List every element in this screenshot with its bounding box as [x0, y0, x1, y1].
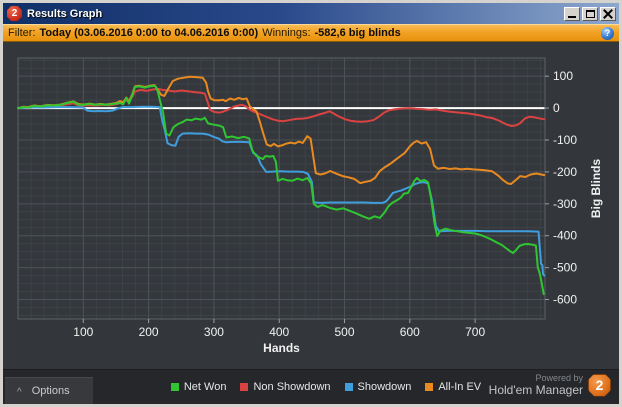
legend-label: All-In EV: [438, 381, 482, 393]
chart-region: 100 200 300 400 500 600 700 100 0 -100 -200 -300 -40…: [3, 42, 619, 369]
close-icon: [603, 9, 613, 18]
brand: Powered by Hold'em Manager 2: [489, 373, 611, 397]
y-tick-label: 100: [553, 69, 573, 83]
brand-name: Hold'em Manager: [488, 383, 583, 397]
net-won-swatch: [170, 383, 179, 391]
x-tick-label: 500: [335, 325, 355, 339]
powered-by-label: Powered by: [535, 373, 583, 383]
y-tick-label: -600: [553, 293, 577, 307]
x-tick-label: 600: [400, 325, 420, 339]
help-button[interactable]: ?: [601, 26, 614, 40]
y-tick-label: -200: [553, 165, 577, 179]
x-axis-title: Hands: [263, 341, 300, 355]
y-tick-label: -300: [553, 197, 577, 211]
showdown-swatch: [344, 383, 353, 391]
y-tick-label: 0: [553, 101, 560, 115]
x-tick-label: 400: [269, 325, 289, 339]
legend-item-non-showdown: Non Showdown: [240, 381, 331, 393]
app-icon: 2: [7, 6, 22, 21]
legend-label: Showdown: [357, 381, 412, 393]
footer-bar: ^ Options Net Won Non Showdown Showdown …: [3, 369, 619, 404]
chart-canvas: 100 200 300 400 500 600 700 100 0 -100 -200 -300 -40…: [17, 57, 603, 355]
filter-range: Today (03.06.2016 0:00 to 04.06.2016 0:0…: [39, 27, 259, 39]
all-in-ev-swatch: [425, 383, 434, 391]
y-tick-label: -100: [553, 133, 577, 147]
x-tick-label: 100: [73, 325, 93, 339]
x-tick-label: 200: [139, 325, 159, 339]
plot-border: [17, 57, 546, 320]
options-button[interactable]: ^ Options: [5, 377, 93, 404]
y-tick-label: -500: [553, 261, 577, 275]
x-tick-label: 700: [465, 325, 485, 339]
y-axis-title: Big Blinds: [589, 159, 603, 219]
legend-item-all-in-ev: All-In EV: [425, 381, 481, 393]
app-icon-label: 2: [11, 8, 18, 19]
minimize-icon: [568, 16, 576, 18]
y-tick-label: -400: [553, 229, 577, 243]
filter-bar: Filter: Today (03.06.2016 0:00 to 04.06.…: [3, 24, 619, 42]
winnings-value: -582,6 big blinds: [314, 27, 401, 39]
close-button[interactable]: [600, 6, 616, 21]
x-tick-label: 300: [204, 325, 224, 339]
chevron-up-icon: ^: [17, 386, 22, 398]
minimize-button[interactable]: [564, 6, 580, 21]
legend-label: Non Showdown: [253, 381, 331, 393]
non-showdown-swatch: [240, 383, 249, 391]
filter-label: Filter:: [8, 27, 36, 39]
window-controls: [564, 6, 616, 21]
legend-item-showdown: Showdown: [344, 381, 412, 393]
legend-label: Net Won: [183, 381, 227, 393]
net-won-line: [17, 84, 545, 296]
options-label: Options: [31, 385, 70, 397]
all-in-ev-line: [17, 75, 546, 185]
titlebar: 2 Results Graph: [3, 3, 619, 24]
maximize-button[interactable]: [582, 6, 598, 21]
hm2-logo-icon: 2: [588, 373, 611, 397]
maximize-icon: [585, 9, 595, 18]
help-icon: ?: [604, 28, 611, 38]
plot-area: [18, 58, 545, 319]
chart-legend: Net Won Non Showdown Showdown All-In EV: [170, 381, 481, 393]
winnings-label: Winnings:: [262, 27, 311, 39]
hm2-logo-label: 2: [595, 377, 604, 393]
window-title: Results Graph: [27, 7, 103, 20]
legend-item-net-won: Net Won: [170, 381, 227, 393]
